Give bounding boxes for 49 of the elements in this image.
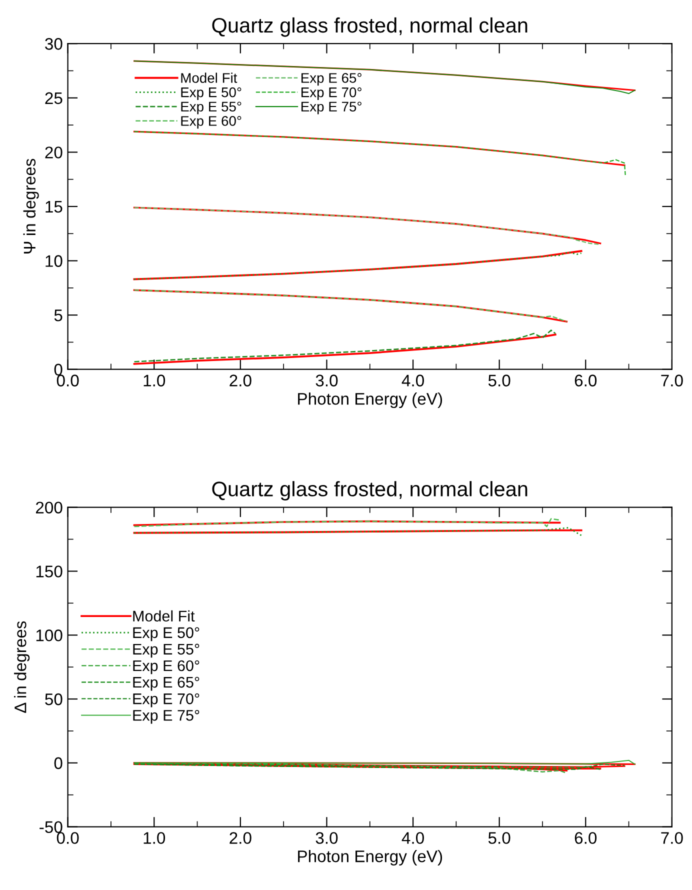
x-tick-label: 3.0: [316, 832, 338, 844]
legend-label: Exp E 50°: [133, 627, 200, 642]
y-tick-label: 30: [45, 38, 62, 50]
y-tick-label: 0: [54, 364, 62, 376]
y-tick-label: 25: [45, 92, 62, 104]
legend-label: Exp E 55°: [133, 644, 200, 658]
y-tick-label: 150: [36, 566, 62, 578]
x-tick-label: 1.0: [144, 832, 166, 844]
x-tick-label: 5.0: [488, 374, 510, 386]
y-tick-label: 100: [36, 630, 62, 642]
x-tick-label: 2.0: [230, 832, 252, 844]
legend-label: Exp E 65°: [133, 676, 200, 691]
x-tick-label: 3.0: [316, 374, 338, 386]
legend-label: Model Fit: [181, 72, 238, 83]
y-axis-title: Δ in degrees: [14, 621, 30, 713]
y-tick-label: 5: [54, 310, 62, 322]
x-tick-label: 2.0: [230, 374, 252, 386]
y-tick-label: -50: [40, 821, 62, 834]
x-tick-label: 4.0: [402, 374, 424, 386]
legend-label: Exp E 50°: [181, 87, 242, 100]
x-axis-title: Photon Energy (eV): [298, 392, 442, 408]
x-tick-label: 1.0: [144, 374, 166, 386]
x-tick-label: 6.0: [574, 832, 597, 844]
x-tick-label: 7.0: [661, 374, 683, 386]
legend-label: Exp E 65°: [301, 73, 362, 86]
x-tick-label: 0.0: [56, 832, 79, 844]
chart-title: Quartz glass frosted, normal clean: [212, 481, 528, 501]
y-tick-label: 0: [54, 757, 62, 770]
legend-label: Exp E 75°: [301, 102, 362, 114]
y-tick-label: 20: [45, 146, 62, 158]
legend-label: Exp E 60°: [133, 660, 200, 674]
legend-label: Exp E 70°: [301, 87, 362, 100]
y-tick-label: 10: [46, 255, 62, 267]
x-tick-label: 4.0: [402, 832, 424, 844]
x-tick-label: 5.0: [488, 832, 510, 844]
legend-label: Exp E 75°: [133, 710, 200, 724]
legend-label: Exp E 70°: [133, 693, 200, 708]
y-tick-label: 15: [46, 201, 62, 213]
legend-label: Exp E 60°: [181, 116, 242, 129]
x-tick-label: 6.0: [574, 374, 597, 386]
y-tick-label: 50: [45, 693, 62, 706]
y-axis-title: Ψ in degrees: [23, 158, 39, 254]
y-tick-label: 200: [36, 502, 62, 514]
x-tick-label: 0.0: [56, 374, 79, 386]
legend-label: Exp E 55°: [181, 102, 242, 114]
chart-title: Quartz glass frosted, normal clean: [212, 17, 528, 37]
x-tick-label: 7.0: [661, 832, 683, 844]
x-axis-title: Photon Energy (eV): [298, 850, 442, 866]
legend-label: Model Fit: [133, 610, 195, 622]
